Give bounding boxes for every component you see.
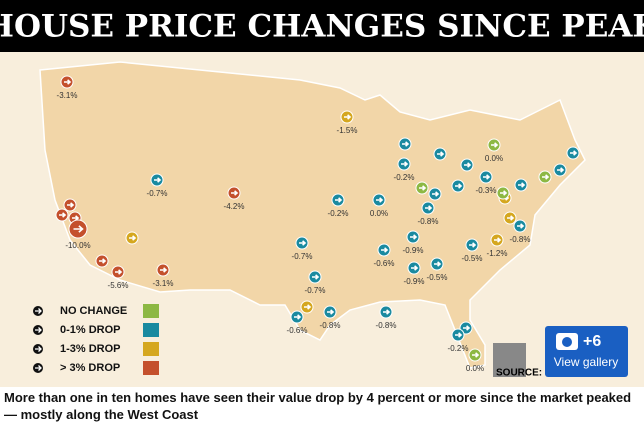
- marker-arrow: [463, 325, 471, 331]
- map-graphic: HOUSE PRICE CHANGES SINCE PEAK SOURCE: +…: [0, 0, 644, 387]
- marker-arrow: [59, 212, 67, 218]
- marker-arrow: [299, 240, 307, 246]
- source-label: SOURCE:: [496, 368, 542, 379]
- marker-arrow: [376, 197, 384, 203]
- camera-lens: [562, 337, 572, 347]
- legend-arrow: [35, 365, 42, 371]
- marker-label: -0.9%: [403, 246, 424, 255]
- title: HOUSE PRICE CHANGES SINCE PEAK: [0, 9, 644, 45]
- marker-label: -0.8%: [320, 321, 341, 330]
- legend-label: > 3% DROP: [60, 362, 120, 374]
- marker-arrow: [231, 190, 239, 196]
- marker-label: -0.8%: [418, 217, 439, 226]
- marker-arrow: [557, 167, 565, 173]
- marker-arrow: [455, 183, 463, 189]
- marker-label: -4.2%: [224, 202, 245, 211]
- legend-arrow: [35, 346, 42, 352]
- legend-swatch: [143, 323, 159, 337]
- marker-arrow: [500, 190, 508, 196]
- legend-label: 0-1% DROP: [60, 324, 121, 336]
- marker-label: -0.3%: [476, 186, 497, 195]
- marker-label: -0.7%: [305, 286, 326, 295]
- marker-arrow: [469, 242, 477, 248]
- marker-arrow: [99, 258, 107, 264]
- gallery-label: View gallery: [554, 355, 618, 369]
- legend-swatch: [143, 304, 159, 318]
- marker-arrow: [472, 352, 480, 358]
- marker-arrow: [129, 235, 137, 241]
- marker-arrow: [542, 174, 550, 180]
- marker-label: -0.8%: [510, 235, 531, 244]
- marker-arrow: [411, 265, 419, 271]
- legend-swatch: [143, 342, 159, 356]
- marker-label: 0.0%: [370, 209, 388, 218]
- marker-arrow: [518, 182, 526, 188]
- marker-label: -0.7%: [147, 189, 168, 198]
- marker-arrow: [483, 174, 491, 180]
- marker-arrow: [115, 269, 123, 275]
- marker-arrow: [335, 197, 343, 203]
- marker-label: -0.6%: [287, 326, 308, 335]
- marker-arrow: [570, 150, 578, 156]
- legend-arrow: [35, 308, 42, 314]
- gallery-count: +6: [583, 333, 601, 350]
- marker-arrow: [304, 304, 312, 310]
- marker-label: -3.1%: [57, 91, 78, 100]
- marker-label: -3.1%: [153, 279, 174, 288]
- marker-arrow: [494, 237, 502, 243]
- us-outline: [39, 61, 586, 369]
- share-button[interactable]: [493, 343, 526, 377]
- marker-arrow: [464, 162, 472, 168]
- legend-label: 1-3% DROP: [60, 343, 121, 355]
- marker-arrow: [67, 202, 75, 208]
- marker-label: -5.6%: [108, 281, 129, 290]
- marker-arrow: [401, 161, 409, 167]
- marker-arrow: [517, 223, 525, 229]
- marker-arrow: [312, 274, 320, 280]
- marker-arrow: [381, 247, 389, 253]
- marker-arrow: [419, 185, 427, 191]
- marker-label: -1.5%: [337, 126, 358, 135]
- marker-label: -0.6%: [374, 259, 395, 268]
- marker-label: -0.5%: [462, 254, 483, 263]
- marker-label: 0.0%: [485, 154, 503, 163]
- marker-arrow: [383, 309, 391, 315]
- marker-arrow: [434, 261, 442, 267]
- marker-label: -0.5%: [427, 273, 448, 282]
- marker-label: -1.2%: [487, 249, 508, 258]
- marker-arrow: [402, 141, 410, 147]
- marker-arrow: [507, 215, 515, 221]
- legend-swatch: [143, 361, 159, 375]
- marker-arrow: [64, 79, 72, 85]
- marker-label: -0.8%: [376, 321, 397, 330]
- marker-arrow: [154, 177, 162, 183]
- caption: More than one in ten homes have seen the…: [4, 390, 632, 422]
- marker-label: 0.0%: [466, 364, 484, 373]
- marker-arrow: [344, 114, 352, 120]
- marker-arrow: [432, 191, 440, 197]
- marker-label: -0.2%: [394, 173, 415, 182]
- legend-label: NO CHANGE: [60, 305, 127, 317]
- marker-arrow: [455, 332, 463, 338]
- marker-label: -0.2%: [328, 209, 349, 218]
- marker-label: -0.2%: [448, 344, 469, 353]
- header-bar: [0, 0, 644, 52]
- marker-arrow: [72, 215, 80, 221]
- marker-arrow: [73, 225, 84, 233]
- marker-label: -0.7%: [292, 252, 313, 261]
- marker-arrow: [425, 205, 433, 211]
- marker-arrow: [327, 309, 335, 315]
- marker-label: -0.9%: [404, 277, 425, 286]
- marker-arrow: [491, 142, 499, 148]
- marker-label: -10.0%: [65, 241, 90, 250]
- legend-arrow: [35, 327, 42, 333]
- marker-arrow: [410, 234, 418, 240]
- marker-arrow: [294, 314, 302, 320]
- marker-arrow: [437, 151, 445, 157]
- marker-arrow: [160, 267, 168, 273]
